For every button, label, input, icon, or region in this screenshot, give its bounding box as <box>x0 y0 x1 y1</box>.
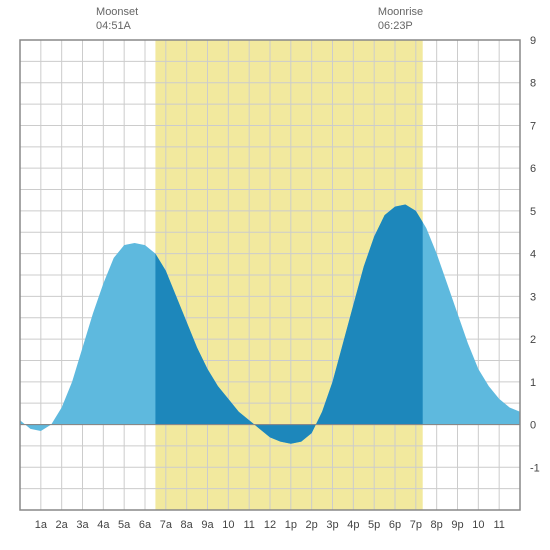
y-tick-label: 1 <box>530 377 536 389</box>
x-tick-label: 7a <box>160 519 173 531</box>
x-tick-label: 6a <box>139 519 152 531</box>
y-tick-label: -1 <box>530 462 540 474</box>
x-tick-label: 12 <box>264 519 276 531</box>
y-tick-label: 8 <box>530 78 536 90</box>
tide-chart: Moonset 04:51A Moonrise 06:23P 1a2a3a4a5… <box>0 0 550 550</box>
y-tick-label: 5 <box>530 206 536 218</box>
x-tick-label: 2p <box>306 519 318 531</box>
x-tick-label: 4a <box>97 519 110 531</box>
y-tick-label: 4 <box>530 249 536 261</box>
x-tick-label: 10 <box>222 519 234 531</box>
y-tick-label: 6 <box>530 163 536 175</box>
y-tick-label: 7 <box>530 120 536 132</box>
x-tick-label: 8a <box>181 519 194 531</box>
x-tick-label: 1a <box>35 519 48 531</box>
x-tick-label: 4p <box>347 519 359 531</box>
x-axis: 1a 2a 3a 4a 5a 6a 7a 8a 9a 10 11 12 1p 2p 3p 4p 5p 6p 7p 8p… <box>35 519 505 531</box>
chart-svg: 1a2a3a4a5a6a7a8a9a1011121p2p3p4p5p6p7p8p… <box>0 0 550 550</box>
y-tick-label: 3 <box>530 291 536 303</box>
y-tick-label: 2 <box>530 334 536 346</box>
y-tick-label: 0 <box>530 420 536 432</box>
x-tick-label: 9p <box>451 519 463 531</box>
x-tick-label: 1p <box>285 519 297 531</box>
x-tick-label: 5p <box>368 519 380 531</box>
x-tick-label: 5a <box>118 519 131 531</box>
x-tick-label: 11 <box>243 519 254 531</box>
grid <box>20 40 520 510</box>
x-tick-label: 9a <box>201 519 214 531</box>
x-tick-label: 3a <box>76 519 89 531</box>
x-tick-label: 8p <box>431 519 443 531</box>
x-tick-label: 11 <box>493 519 504 531</box>
x-tick-label: 6p <box>389 519 401 531</box>
x-tick-label: 10 <box>472 519 484 531</box>
x-tick-label: 3p <box>326 519 338 531</box>
y-axis: -1 0 1 2 3 4 5 6 7 8 9 <box>530 35 540 474</box>
x-tick-label: 7p <box>410 519 422 531</box>
y-tick-label: 9 <box>530 35 536 47</box>
x-tick-label: 2a <box>56 519 69 531</box>
